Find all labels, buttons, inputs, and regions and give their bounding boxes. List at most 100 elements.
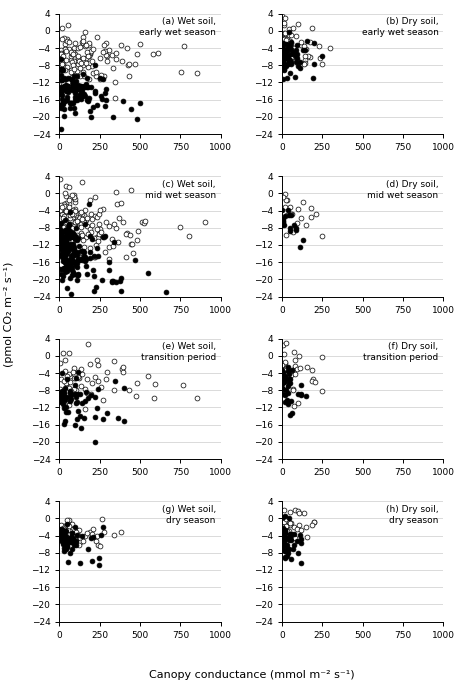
Point <box>60 238 67 249</box>
Point <box>119 361 127 372</box>
Point <box>279 43 287 54</box>
Point <box>66 533 74 544</box>
Point <box>62 535 69 546</box>
Point <box>56 228 64 239</box>
Point <box>133 378 140 389</box>
Point <box>294 61 301 72</box>
Point <box>85 58 93 69</box>
Point <box>283 39 290 50</box>
Point <box>96 209 103 220</box>
Point <box>68 223 75 234</box>
Point <box>280 53 287 64</box>
Point <box>93 242 100 253</box>
Point <box>69 527 76 538</box>
Point <box>80 69 87 80</box>
Point <box>57 53 64 64</box>
Point <box>280 42 287 53</box>
Point <box>80 217 88 227</box>
Point <box>59 211 67 222</box>
Point <box>61 211 68 222</box>
Point <box>105 256 112 267</box>
Point <box>131 59 138 70</box>
Point <box>100 232 107 242</box>
Point <box>67 46 74 57</box>
Point <box>66 193 74 204</box>
Point <box>80 81 88 92</box>
Point <box>97 224 104 235</box>
Point <box>60 531 67 542</box>
Point <box>82 254 90 265</box>
Point <box>62 96 69 107</box>
Point <box>103 366 111 377</box>
Point <box>71 216 79 227</box>
Point <box>60 529 68 540</box>
Point <box>282 520 290 531</box>
Point <box>58 274 66 285</box>
Point <box>129 247 137 258</box>
Point <box>94 540 101 550</box>
Point <box>71 522 79 533</box>
Point <box>80 71 88 82</box>
Point <box>282 51 289 61</box>
Point <box>98 514 106 525</box>
Point <box>68 385 75 396</box>
Point <box>281 348 288 359</box>
Point <box>60 527 67 538</box>
Point <box>71 234 78 245</box>
Point <box>286 544 293 555</box>
Point <box>81 40 89 51</box>
Point <box>281 219 288 230</box>
Point <box>62 82 69 93</box>
Point <box>294 505 302 516</box>
Point <box>85 392 92 403</box>
Point <box>283 542 291 553</box>
Point <box>84 46 91 57</box>
Point <box>71 193 78 204</box>
Point <box>60 221 67 232</box>
Text: Canopy conductance (mmol m⁻² s⁻¹): Canopy conductance (mmol m⁻² s⁻¹) <box>149 669 354 680</box>
Point <box>94 531 101 542</box>
Point <box>286 531 293 542</box>
Point <box>68 46 75 57</box>
Point <box>74 366 82 377</box>
Point <box>71 216 79 227</box>
Point <box>286 49 293 60</box>
Point <box>72 209 80 220</box>
Point <box>100 413 107 424</box>
Point <box>283 45 290 56</box>
Point <box>82 40 90 51</box>
Point <box>108 234 115 245</box>
Point <box>120 382 128 393</box>
Point <box>286 40 293 51</box>
Point <box>60 402 67 413</box>
Point <box>288 370 295 380</box>
Point <box>62 262 69 273</box>
Point <box>281 397 288 408</box>
Point <box>58 387 65 398</box>
Point <box>78 245 85 256</box>
Point <box>78 253 85 264</box>
Point <box>61 83 68 94</box>
Point <box>70 540 78 550</box>
Point <box>63 530 70 541</box>
Point <box>75 211 82 222</box>
Point <box>287 507 294 518</box>
Point <box>116 276 123 287</box>
Point <box>282 61 290 72</box>
Point <box>78 217 85 228</box>
Point <box>279 217 287 227</box>
Point <box>298 534 305 545</box>
Point <box>68 232 75 242</box>
Point <box>114 413 122 423</box>
Point <box>61 217 69 227</box>
Point <box>315 40 323 51</box>
Point <box>82 531 89 542</box>
Point <box>89 265 96 276</box>
Point <box>74 232 82 242</box>
Point <box>286 24 293 35</box>
Point <box>64 61 71 72</box>
Point <box>68 51 75 61</box>
Point <box>63 535 70 546</box>
Point <box>61 64 68 75</box>
Point <box>68 534 75 545</box>
